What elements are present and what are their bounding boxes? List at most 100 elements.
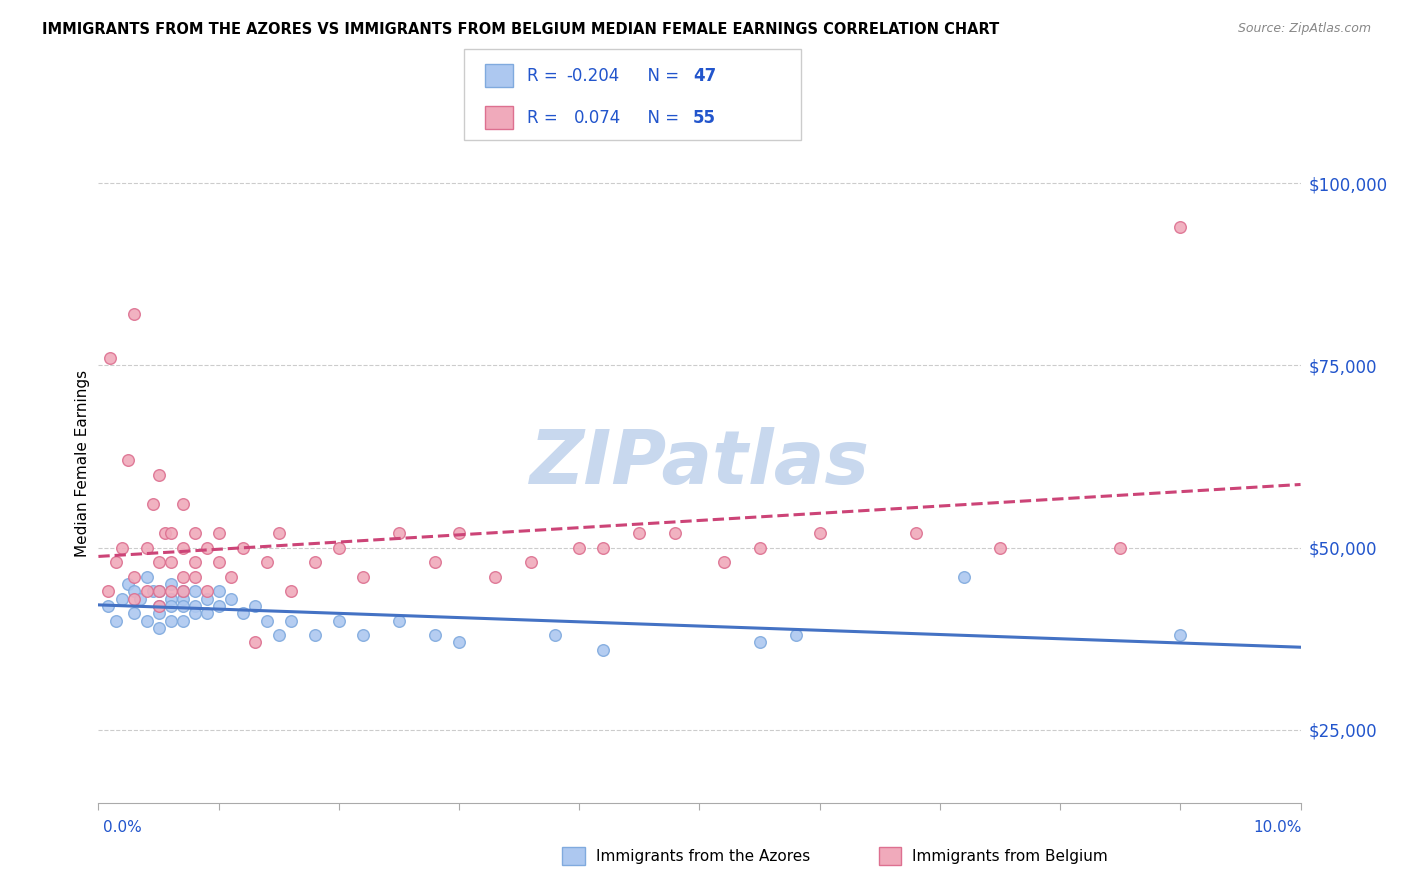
Point [280, 614, 302, 628]
Point [208, 555, 231, 569]
Point [256, 614, 278, 628]
Point [785, 628, 807, 642]
Point [328, 614, 350, 628]
Point [105, 555, 128, 569]
Text: N =: N = [637, 109, 685, 127]
Text: N =: N = [637, 67, 685, 85]
Point [544, 628, 567, 642]
Point [183, 607, 205, 621]
Point [117, 577, 139, 591]
Point [904, 526, 927, 541]
Point [232, 607, 254, 621]
Point [664, 526, 686, 541]
Point [183, 570, 205, 584]
Point [304, 555, 326, 569]
Point [105, 614, 128, 628]
Point [100, 351, 122, 366]
Text: Immigrants from Belgium: Immigrants from Belgium [912, 849, 1108, 863]
Point [953, 570, 976, 584]
Point [243, 635, 266, 649]
Point [484, 570, 506, 584]
Point [124, 584, 146, 599]
Text: -0.204: -0.204 [567, 67, 620, 85]
Point [388, 526, 411, 541]
Point [172, 614, 194, 628]
Point [148, 607, 170, 621]
Point [159, 591, 181, 606]
Point [568, 541, 591, 555]
Point [208, 526, 231, 541]
Point [352, 570, 374, 584]
Point [304, 628, 326, 642]
Point [172, 591, 194, 606]
Point [195, 584, 218, 599]
Text: Source: ZipAtlas.com: Source: ZipAtlas.com [1237, 22, 1371, 36]
Point [159, 555, 181, 569]
Point [141, 497, 163, 511]
Point [352, 628, 374, 642]
Point [280, 584, 302, 599]
Point [135, 570, 157, 584]
Point [148, 584, 170, 599]
Point [153, 526, 176, 541]
Text: R =: R = [527, 109, 568, 127]
Point [172, 584, 194, 599]
Point [172, 497, 194, 511]
Point [388, 614, 411, 628]
Point [148, 467, 170, 482]
Point [172, 584, 194, 599]
Point [748, 635, 770, 649]
Point [124, 591, 146, 606]
Point [135, 541, 157, 555]
Point [97, 599, 120, 613]
Point [1170, 219, 1192, 234]
Point [129, 591, 152, 606]
Point [219, 570, 242, 584]
Point [135, 614, 157, 628]
Point [159, 584, 181, 599]
Point [267, 628, 290, 642]
Text: 10.0%: 10.0% [1254, 821, 1302, 835]
Text: 0.0%: 0.0% [103, 821, 142, 835]
Point [447, 526, 470, 541]
Text: ZIPatlas: ZIPatlas [530, 427, 869, 500]
Y-axis label: Median Female Earnings: Median Female Earnings [75, 370, 90, 558]
Point [195, 541, 218, 555]
Point [208, 584, 231, 599]
Point [1109, 541, 1132, 555]
Text: Immigrants from the Azores: Immigrants from the Azores [596, 849, 810, 863]
Point [159, 599, 181, 613]
Point [148, 621, 170, 635]
Point [124, 307, 146, 321]
Point [97, 584, 120, 599]
Point [195, 591, 218, 606]
Point [124, 607, 146, 621]
Point [592, 642, 614, 657]
Point [592, 541, 614, 555]
Point [267, 526, 290, 541]
Text: 47: 47 [693, 67, 717, 85]
Point [172, 541, 194, 555]
Point [148, 584, 170, 599]
Point [447, 635, 470, 649]
Point [183, 584, 205, 599]
Point [423, 555, 446, 569]
Text: IMMIGRANTS FROM THE AZORES VS IMMIGRANTS FROM BELGIUM MEDIAN FEMALE EARNINGS COR: IMMIGRANTS FROM THE AZORES VS IMMIGRANTS… [42, 22, 1000, 37]
Point [148, 555, 170, 569]
Point [748, 541, 770, 555]
Point [328, 541, 350, 555]
Point [219, 591, 242, 606]
Point [195, 607, 218, 621]
Point [135, 584, 157, 599]
Point [1170, 628, 1192, 642]
Point [208, 599, 231, 613]
Point [172, 570, 194, 584]
Point [808, 526, 831, 541]
Point [183, 555, 205, 569]
Point [111, 591, 134, 606]
Text: 0.074: 0.074 [574, 109, 621, 127]
Text: R =: R = [527, 67, 564, 85]
Point [232, 541, 254, 555]
Point [183, 599, 205, 613]
Point [988, 541, 1011, 555]
